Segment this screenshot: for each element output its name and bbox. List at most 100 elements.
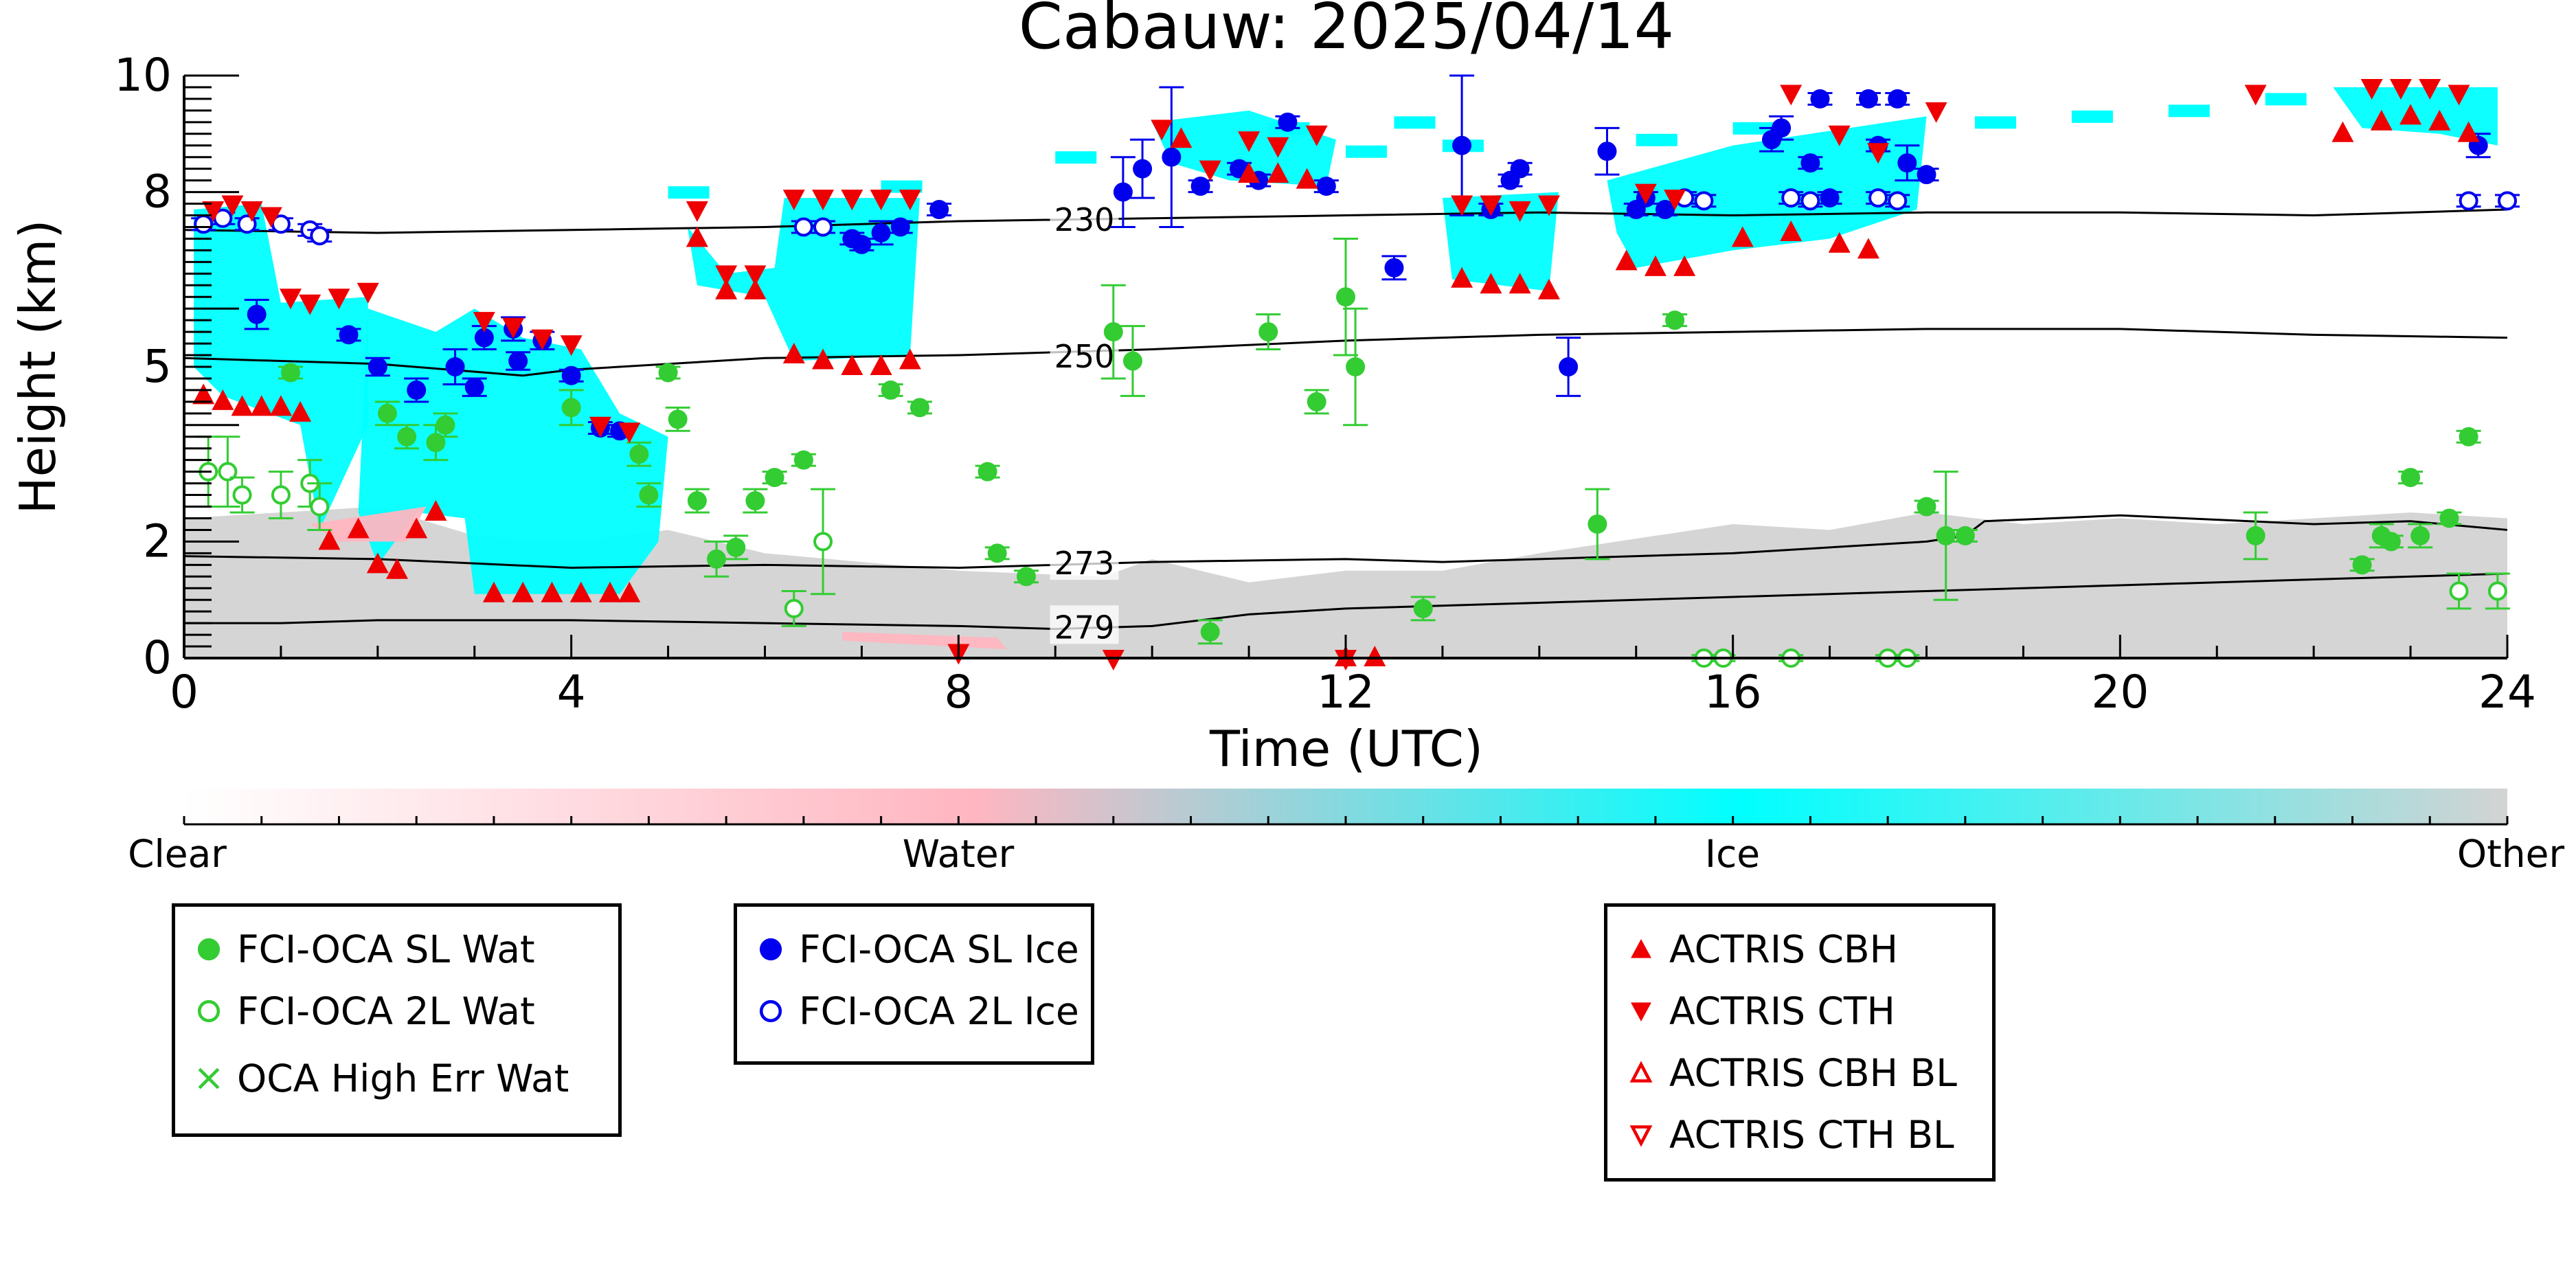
data-point (1267, 162, 1289, 183)
colorbar-label-water: Water (903, 832, 1015, 876)
data-point (2459, 427, 2478, 447)
data-point (2370, 109, 2393, 131)
data-point (377, 403, 397, 423)
data-point (899, 190, 921, 211)
data-point (512, 581, 534, 602)
data-point (2399, 104, 2422, 125)
ice-streak (2168, 104, 2210, 117)
data-point (474, 328, 494, 348)
legend-item: FCI-OCA 2L Ice (755, 984, 1079, 1039)
data-point (1170, 127, 1193, 148)
data-point (870, 354, 892, 375)
colorbar-label-clear: Clear (128, 832, 227, 876)
data-point (1102, 650, 1125, 670)
data-point (744, 265, 767, 286)
open-triangle-up-icon (1629, 1061, 1653, 1083)
data-point (871, 223, 891, 242)
data-point (1772, 118, 1792, 138)
data-point (2448, 84, 2470, 106)
data-point (2410, 526, 2430, 545)
data-point (1800, 191, 1820, 211)
isotherm-lines: 230 250 273 279 (183, 197, 2508, 646)
x-tick-label: 20 (2091, 666, 2149, 719)
data-point (1267, 137, 1289, 158)
legend-item: FCI-OCA 2L Wat (193, 984, 535, 1039)
data-point (1820, 188, 1840, 208)
filled-circle-icon (759, 938, 782, 961)
data-point (1238, 162, 1261, 183)
ice-streak (1732, 122, 1774, 135)
isotherm-label-bg (1050, 197, 1119, 236)
isotherm-label-bg (1050, 541, 1119, 580)
colorbar-label-other: Other (2457, 832, 2565, 876)
y-tick-label: 2 (143, 515, 172, 567)
isotherm-250 (183, 328, 2508, 377)
data-point (1559, 357, 1579, 376)
data-point (2498, 191, 2517, 211)
data-point (1888, 191, 1908, 211)
data-point (357, 282, 379, 304)
legend-item: FCI-OCA SL Ice (755, 922, 1079, 977)
data-point (425, 500, 447, 521)
data-point (1781, 188, 1801, 208)
x-tick-label: 4 (557, 666, 586, 719)
open-circle-icon (759, 999, 782, 1023)
data-point (812, 190, 835, 211)
data-point (1336, 287, 1355, 307)
data-point (445, 357, 465, 376)
data-point (1673, 255, 1696, 276)
y-tick-label: 0 (143, 631, 172, 684)
data-point (560, 335, 583, 357)
legend-label: OCA High Err Wat (237, 1057, 569, 1100)
legend-label: ACTRIS CBH (1669, 927, 1898, 971)
series-fci-oca-sl-wat (278, 237, 2481, 645)
axes: 0 4 8 12 16 20 24 0 2 5 8 10 (114, 49, 2536, 719)
legend-label: FCI-OCA 2L Wat (237, 989, 535, 1033)
data-point (1897, 153, 1917, 173)
data-point (2449, 581, 2469, 601)
data-point (687, 491, 707, 511)
triangle-up-icon (1631, 939, 1651, 958)
data-point (1346, 357, 1366, 376)
data-point (726, 537, 746, 557)
x-tick-label: 12 (1317, 666, 1375, 719)
data-point (1665, 310, 1685, 330)
data-point (744, 278, 767, 300)
ice-streak (1636, 133, 1677, 146)
data-point (812, 348, 835, 370)
isotherm-label: 230 (1054, 201, 1115, 238)
classification-area (1442, 192, 1559, 291)
cross-icon (198, 1067, 220, 1089)
data-point (1162, 147, 1182, 167)
data-point (707, 549, 727, 569)
data-point (1597, 142, 1617, 161)
data-point (1800, 153, 1820, 173)
data-point (310, 497, 330, 517)
data-point (2389, 78, 2412, 100)
data-point (1731, 226, 1754, 247)
data-point (502, 317, 525, 339)
data-point (260, 207, 282, 228)
data-point (1113, 182, 1133, 202)
data-point (1925, 102, 1947, 123)
ice-streak (2265, 93, 2307, 106)
ice-streak (1346, 145, 1387, 158)
data-point (561, 365, 581, 385)
data-point (280, 289, 302, 310)
legend-label: FCI-OCA SL Ice (799, 927, 1079, 971)
data-point (2352, 555, 2372, 575)
data-point (1888, 89, 1908, 109)
data-point (1588, 514, 1607, 534)
data-point (240, 201, 263, 223)
open-triangle-down-icon (1629, 1125, 1653, 1147)
legend-item: ACTRIS CTH (1625, 984, 1895, 1039)
data-point (1509, 201, 1531, 223)
data-point (1810, 89, 1830, 109)
ice-streak (2071, 110, 2113, 123)
data-point (2439, 508, 2459, 528)
data-point (202, 201, 225, 223)
legend-label: FCI-OCA 2L Ice (799, 989, 1079, 1033)
data-point (987, 543, 1007, 563)
data-point (589, 416, 611, 438)
